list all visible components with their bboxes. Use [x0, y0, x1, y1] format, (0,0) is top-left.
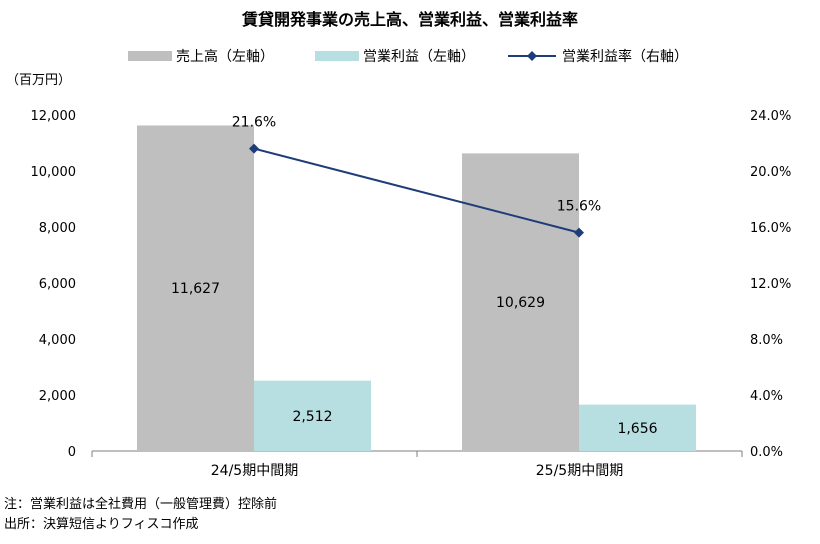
- y-axis-unit: （百万円）: [6, 73, 71, 88]
- bar-operating-profit: [579, 404, 696, 451]
- bar-value-label: 11,627: [171, 281, 220, 297]
- footnote-source: 出所：決算短信よりフィスコ作成: [4, 517, 199, 532]
- line-value-label: 15.6%: [557, 199, 601, 215]
- y-right-tick-label: 12.0%: [750, 277, 791, 292]
- line-value-label: 21.6%: [232, 115, 276, 131]
- line-operating-margin: [253, 147, 580, 234]
- legend: 売上高（左軸） 営業利益（左軸） 営業利益率（右軸）: [128, 48, 688, 65]
- x-category-label: 24/5期中間期: [211, 463, 298, 479]
- footnote-note: 注：営業利益は全社費用（一般管理費）控除前: [4, 497, 278, 512]
- y-left-tick-label: 12,000: [31, 109, 77, 124]
- bar-sales: [462, 153, 579, 451]
- bar-operating-profit: [254, 380, 371, 451]
- y-left-tick-label: 4,000: [39, 333, 76, 348]
- legend-label: 営業利益（左軸）: [363, 49, 475, 65]
- y-left-tick-label: 10,000: [31, 165, 77, 180]
- plot-area: 0 2,000 4,000 6,000 8,000 10,000 12,000 0.0% 4.0…: [31, 109, 792, 479]
- legend-marker: [527, 51, 537, 61]
- bar-sales: [137, 125, 254, 451]
- y-right-tick-label: 20.0%: [750, 165, 791, 180]
- y-right-tick-label: 0.0%: [750, 445, 783, 460]
- y-left-tick-label: 2,000: [39, 389, 76, 404]
- legend-swatch: [315, 51, 359, 61]
- legend-label: 売上高（左軸）: [176, 48, 274, 65]
- y-right-tick-label: 24.0%: [750, 109, 791, 124]
- y-right-tick-label: 8.0%: [750, 333, 783, 348]
- line-marker: [574, 227, 584, 238]
- y-right-tick-label: 4.0%: [750, 389, 783, 404]
- chart-title: 賃貸開発事業の売上高、営業利益、営業利益率: [241, 10, 578, 29]
- y-left-tick-label: 0: [68, 445, 76, 460]
- y-left-tick-label: 6,000: [39, 277, 76, 292]
- bar-value-label: 1,656: [617, 421, 657, 437]
- line-marker: [249, 143, 259, 154]
- x-category-label: 25/5期中間期: [536, 463, 623, 479]
- y-left-tick-label: 8,000: [39, 221, 76, 236]
- bar-value-label: 10,629: [496, 295, 545, 311]
- legend-swatch: [128, 51, 172, 61]
- legend-label: 営業利益率（右軸）: [562, 48, 688, 65]
- bar-value-label: 2,512: [292, 409, 332, 425]
- y-right-tick-label: 16.0%: [750, 221, 791, 236]
